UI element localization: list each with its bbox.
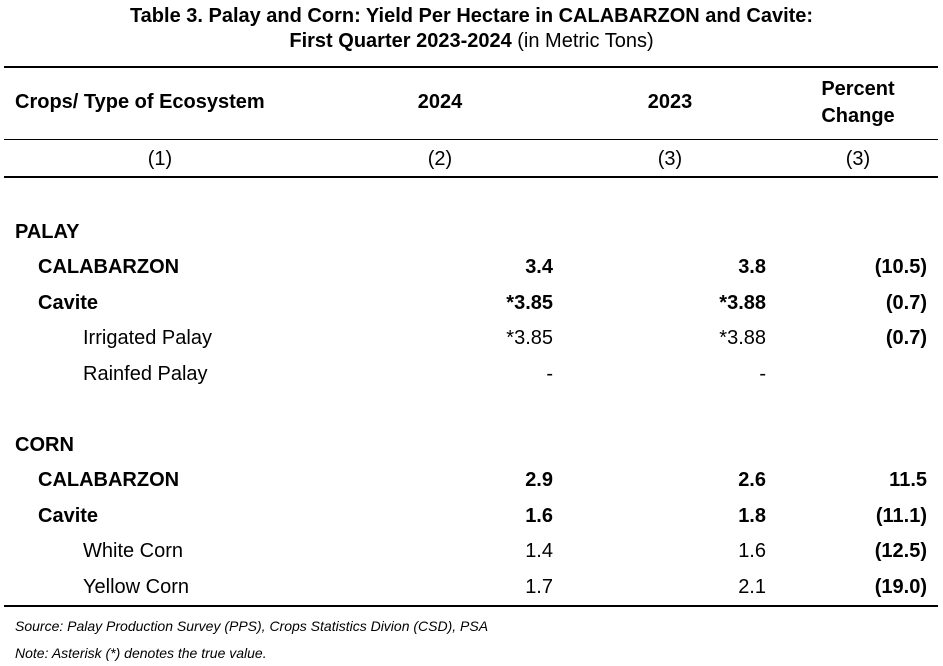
row-name: Cavite <box>38 292 99 314</box>
cell-2024: 3.4 <box>525 256 553 278</box>
col-number-1: (1) <box>147 148 173 170</box>
row-name: Yellow Corn <box>83 576 189 598</box>
section-label-palay: PALAY <box>15 221 80 243</box>
cell-2023: 1.6 <box>738 540 766 562</box>
cell-2024: 1.7 <box>525 576 553 598</box>
asterisk-note: Note: Asterisk (*) denotes the true valu… <box>15 645 267 661</box>
row-name: Rainfed Palay <box>83 363 208 385</box>
header-crops: Crops/ Type of Ecosystem <box>15 91 265 113</box>
row-name: Cavite <box>38 505 99 527</box>
table-title-period: First Quarter 2023-2024 <box>289 30 512 52</box>
cell-2023: - <box>759 363 766 385</box>
cell-change: (10.5) <box>874 256 927 278</box>
table-title: Table 3. Palay and Corn: Yield Per Hecta… <box>0 4 943 54</box>
col-number-4: (3) <box>845 148 871 170</box>
cell-2024: *3.85 <box>506 327 553 349</box>
header-percent: Percent <box>821 78 895 100</box>
cell-2023: *3.88 <box>719 327 766 349</box>
row-name: CALABARZON <box>38 469 180 491</box>
header-2023: 2023 <box>647 91 693 113</box>
header-2024: 2024 <box>417 91 463 113</box>
cell-change: (11.1) <box>875 505 927 527</box>
cell-2023: 1.8 <box>738 505 766 527</box>
cell-change: (19.0) <box>874 576 927 598</box>
table-title-line1: Table 3. Palay and Corn: Yield Per Hecta… <box>129 5 814 27</box>
cell-2023: *3.88 <box>719 292 766 314</box>
bottom-rule <box>4 605 938 607</box>
row-name: Irrigated Palay <box>83 327 212 349</box>
row-name: CALABARZON <box>38 256 180 278</box>
row-name: White Corn <box>83 540 184 562</box>
section-label-corn: CORN <box>15 434 74 456</box>
header-change: Change <box>821 105 895 127</box>
cell-2024: *3.85 <box>506 292 553 314</box>
header-rule <box>4 139 938 140</box>
table-title-unit: (in Metric Tons) <box>511 30 654 52</box>
source-note: Source: Palay Production Survey (PPS), C… <box>15 618 489 634</box>
cell-2024: 1.4 <box>525 540 553 562</box>
col-number-2: (2) <box>427 148 453 170</box>
cell-2024: 1.6 <box>525 505 553 527</box>
cell-2023: 3.8 <box>738 256 766 278</box>
cell-change: (0.7) <box>885 327 927 349</box>
cell-2024: 2.9 <box>525 469 553 491</box>
cell-2023: 2.1 <box>738 576 766 598</box>
col-number-3: (3) <box>657 148 683 170</box>
cell-change: (12.5) <box>874 540 927 562</box>
table-title-line2: First Quarter 2023-2024 (in Metric Tons) <box>0 29 943 54</box>
colnum-rule <box>4 176 938 178</box>
cell-2023: 2.6 <box>738 469 766 491</box>
cell-change: (0.7) <box>885 292 927 314</box>
top-rule <box>4 66 938 68</box>
cell-2024: - <box>546 363 553 385</box>
cell-change: 11.5 <box>889 469 927 491</box>
